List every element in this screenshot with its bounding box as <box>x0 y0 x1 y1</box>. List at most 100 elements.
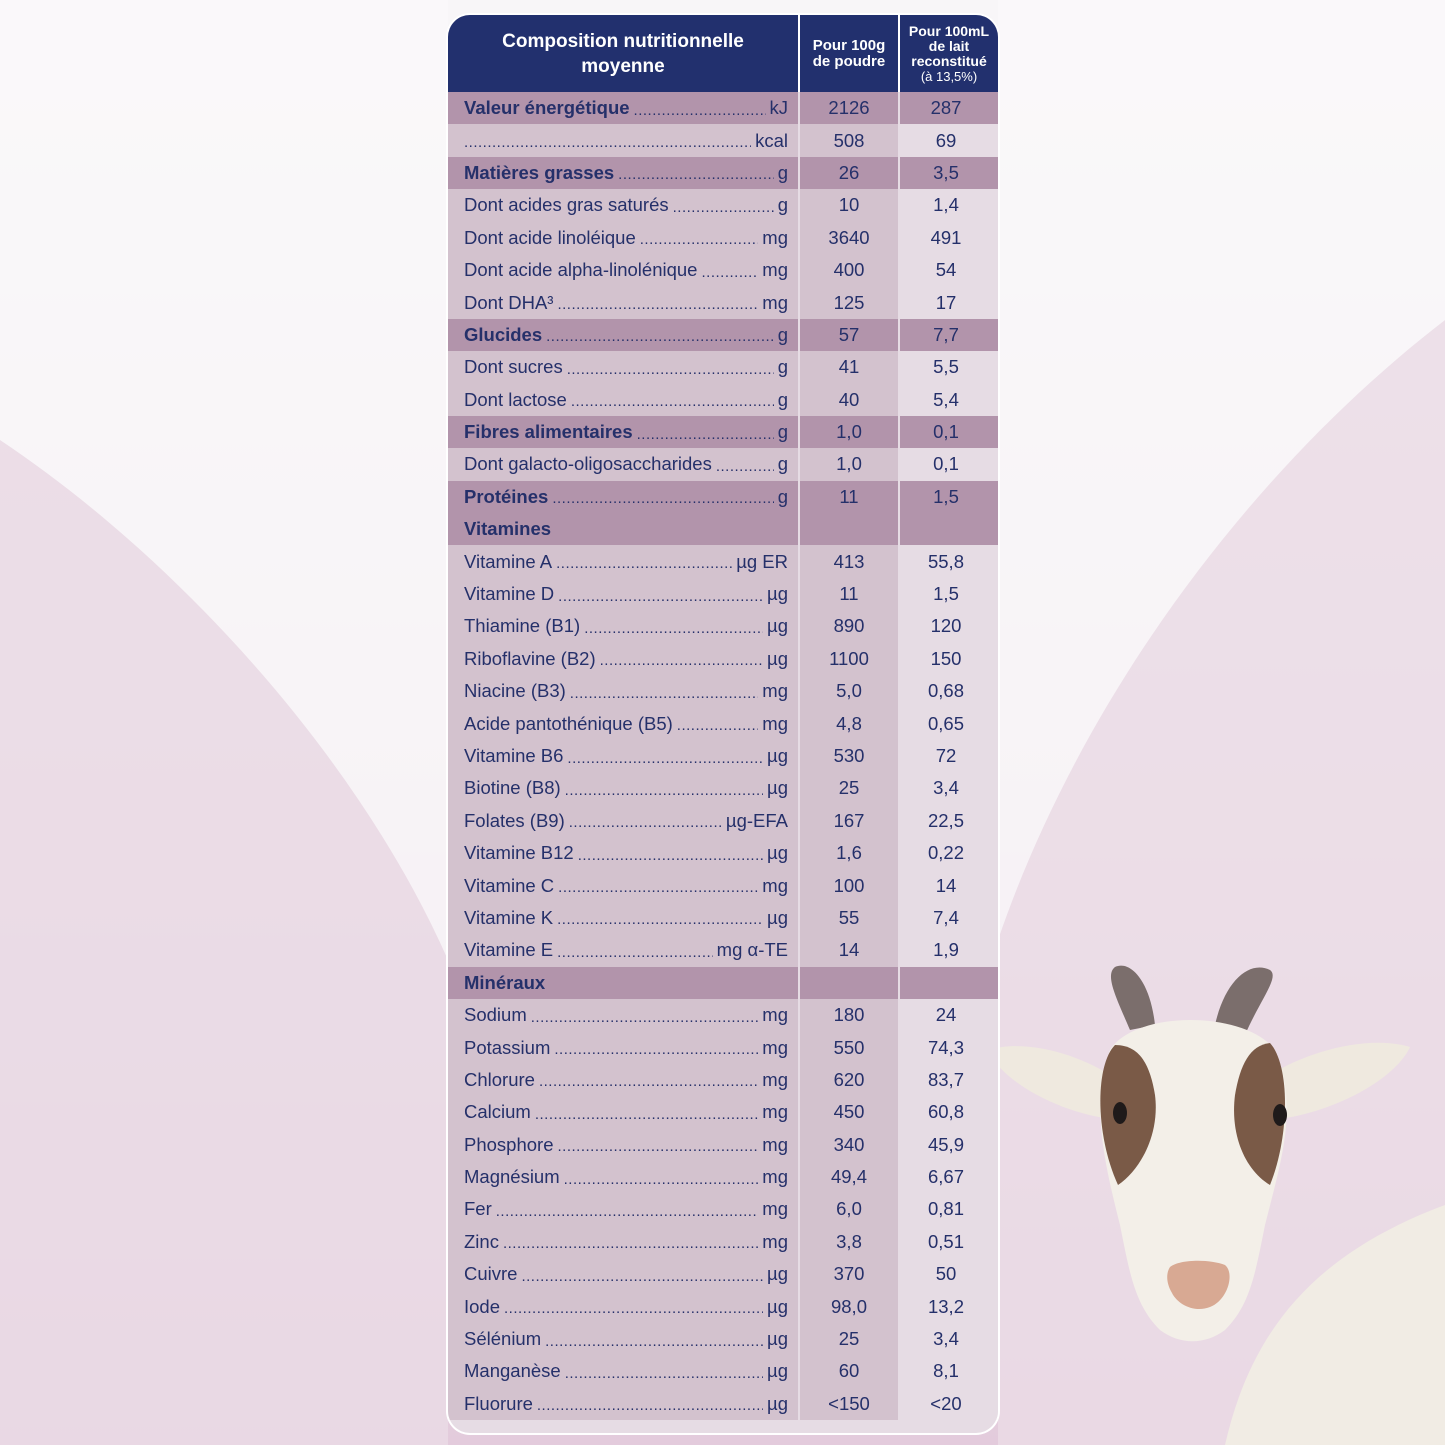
nutrient-unit: µg <box>767 1392 788 1414</box>
table-row: Protéines...............................… <box>448 480 998 514</box>
nutrient-unit: mg <box>762 1036 788 1058</box>
nutrient-name: Cuivre <box>464 1263 518 1285</box>
table-row: Sodium..................................… <box>448 998 998 1032</box>
value-per-100ml-cell: 5,5 <box>900 351 998 384</box>
leader-dots: ........................................… <box>536 1397 763 1415</box>
value-per-100g-cell: 3640 <box>800 221 898 254</box>
value-per-100ml-cell: 0,22 <box>900 836 998 870</box>
value-per-100ml-cell: 0,65 <box>900 707 998 740</box>
leader-dots: ........................................… <box>521 1267 763 1285</box>
leader-dots: ........................................… <box>584 619 764 637</box>
value-per-100g-cell: 41 <box>800 351 898 384</box>
leader-dots: ........................................… <box>715 457 774 475</box>
value-per-100g-cell <box>800 966 898 999</box>
value-per-100ml: 8,1 <box>933 1360 959 1382</box>
nutrient-cell: Fibres alimentaires.....................… <box>448 415 798 449</box>
header-per-100ml-line1: Pour 100mL <box>908 22 990 39</box>
nutrient-cell: Vitamine E..............................… <box>448 934 798 967</box>
table-row: Dont lactose............................… <box>448 383 998 416</box>
nutrient-cell: Dont acide alpha-linolénique............… <box>448 253 798 287</box>
table-row: Niacine (B3)............................… <box>448 675 998 708</box>
value-per-100g: 400 <box>833 259 865 281</box>
nutrient-name: Dont lactose <box>464 388 567 410</box>
table-body: Valeur énergétique......................… <box>448 92 998 1421</box>
leader-dots: ........................................… <box>556 555 733 573</box>
value-per-100ml: 13,2 <box>927 1295 964 1317</box>
table-header: Composition nutritionnelle moyenne Pour … <box>448 15 998 92</box>
value-per-100g-cell: 1,0 <box>800 415 898 449</box>
nutrient-name: Matières grasses <box>464 161 615 183</box>
value-per-100g: 11 <box>839 485 859 507</box>
nutrient-unit: g <box>777 421 788 443</box>
value-per-100ml-cell: 1,9 <box>900 934 998 967</box>
goat-icon <box>988 965 1445 1445</box>
value-per-100ml-cell: 8,1 <box>900 1355 998 1388</box>
nutrient-name: Vitamine E <box>464 939 554 961</box>
leader-dots: ........................................… <box>538 1073 759 1091</box>
nutrient-name: Thiamine (B1) <box>464 615 581 637</box>
nutrient-unit: kcal <box>755 129 788 151</box>
value-per-100g: 1100 <box>829 647 869 669</box>
value-per-100g: 100 <box>833 874 865 896</box>
table-row: Vitamine B6.............................… <box>448 739 998 773</box>
value-per-100g-cell: 370 <box>800 1258 898 1291</box>
nutrient-cell: Protéines...............................… <box>448 480 798 514</box>
table-row: Magnésium...............................… <box>448 1160 998 1194</box>
leader-dots: ........................................… <box>639 231 759 249</box>
nutrient-unit: mg <box>762 680 788 702</box>
nutrient-unit: mg <box>762 1068 788 1090</box>
nutrient-name: Acide pantothénique (B5) <box>464 712 673 734</box>
value-per-100ml: 83,7 <box>927 1068 964 1090</box>
nutrient-name: Vitamine B12 <box>464 842 574 864</box>
value-per-100g: 57 <box>838 323 860 345</box>
nutrient-unit: µg <box>767 583 788 605</box>
value-per-100g: 3640 <box>828 226 870 248</box>
value-per-100g: 98,0 <box>830 1295 867 1317</box>
value-per-100ml-cell: 0,51 <box>900 1225 998 1259</box>
nutrient-unit: µg-EFA <box>725 809 788 831</box>
table-row: Potassium...............................… <box>448 1031 998 1064</box>
value-per-100ml <box>900 513 998 545</box>
leader-dots: ........................................… <box>599 652 763 670</box>
nutrient-name: Iode <box>464 1295 501 1317</box>
nutrient-name: Zinc <box>464 1230 499 1252</box>
header-per-100ml-line4: (à 13,5%) <box>920 68 978 84</box>
leader-dots: ........................................… <box>564 1364 763 1382</box>
value-per-100ml: 24 <box>935 1004 957 1026</box>
nutrient-cell: Biotine (B8)............................… <box>448 772 798 805</box>
nutrient-unit: g <box>777 388 788 410</box>
value-per-100g: 340 <box>833 1133 865 1155</box>
value-per-100g-cell: 890 <box>800 610 898 643</box>
nutrient-unit: kJ <box>769 97 789 119</box>
value-per-100g-cell: 60 <box>800 1355 898 1388</box>
table-row: Zinc....................................… <box>448 1225 998 1259</box>
nutrient-unit: mg <box>762 874 788 896</box>
table-row: Dont acide alpha-linolénique............… <box>448 253 998 287</box>
value-per-100ml-cell: 3,5 <box>900 156 998 190</box>
value-per-100ml: 72 <box>935 745 957 766</box>
leader-dots: ........................................… <box>676 717 759 735</box>
value-per-100ml: 0,81 <box>927 1198 964 1220</box>
nutrient-name: Vitamine A <box>464 550 553 572</box>
nutrient-name: Fluorure <box>464 1392 533 1414</box>
table-row: Dont acides gras saturés................… <box>448 189 998 222</box>
value-per-100ml-cell: 287 <box>900 92 998 125</box>
value-per-100g-cell: 450 <box>800 1096 898 1129</box>
value-per-100ml: 1,5 <box>933 583 959 605</box>
table-row: Valeur énergétique......................… <box>448 92 998 125</box>
value-per-100ml: 5,4 <box>933 388 959 410</box>
value-per-100g-cell: 1100 <box>800 642 898 676</box>
value-per-100ml-cell: 3,4 <box>900 772 998 805</box>
value-per-100ml: 60,8 <box>927 1101 964 1123</box>
value-per-100g: 167 <box>833 809 865 831</box>
table-row: Cuivre..................................… <box>448 1258 998 1291</box>
nutrient-name: Dont sucres <box>464 356 563 378</box>
nutrient-cell: Vitamine D..............................… <box>448 577 798 611</box>
nutrient-cell: Acide pantothénique (B5)................… <box>448 707 798 740</box>
value-per-100ml: 55,8 <box>927 550 964 572</box>
nutrient-name: Minéraux <box>464 971 546 993</box>
nutrient-unit: µg <box>767 842 788 864</box>
leader-dots: ........................................… <box>554 1041 758 1059</box>
nutrient-cell: Dont lactose............................… <box>448 383 798 416</box>
value-per-100g: 370 <box>833 1263 865 1285</box>
